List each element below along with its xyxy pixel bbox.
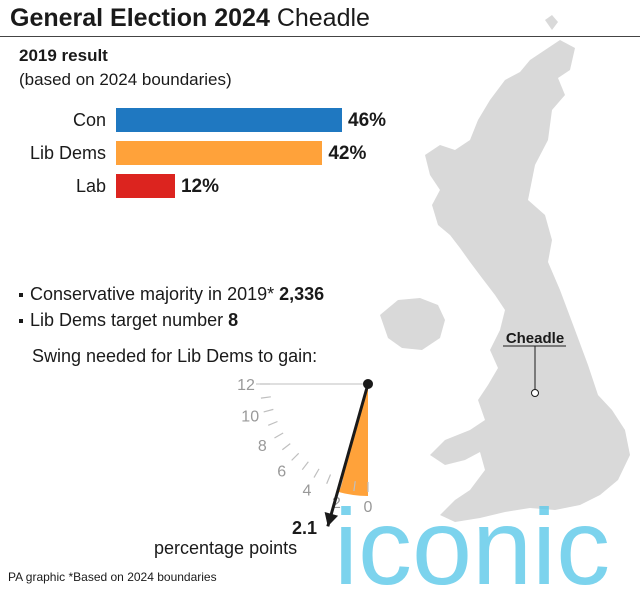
bar-con — [116, 108, 342, 132]
bullet-icon — [19, 319, 23, 324]
gauge-tick — [274, 432, 284, 439]
bar-value-con: 46% — [348, 110, 387, 131]
result-note: (based on 2024 boundaries) — [19, 70, 232, 89]
bar-lab — [116, 174, 175, 198]
gauge-tick — [267, 420, 278, 426]
bar-label-lab: Lab — [75, 176, 106, 196]
bar-value-lab: 12% — [180, 176, 219, 197]
swing-gauge: 0 2 468 10 12 — [237, 377, 373, 527]
gauge-tick-label: 0 — [364, 499, 373, 516]
bullet-icon — [19, 293, 23, 298]
fact-majority-text: Conservative majority in 2019* — [30, 284, 275, 304]
gauge-tick-label: 10 — [241, 409, 259, 426]
bar-libdems — [116, 141, 323, 165]
gauge-tick — [263, 408, 274, 413]
swing-unit: percentage points — [154, 538, 298, 558]
gauge-tick — [301, 461, 309, 471]
fact-majority: Conservative majority in 2019* 2,336 — [19, 284, 324, 305]
title-constituency: Cheadle — [276, 4, 370, 32]
northern-ireland-shape — [380, 298, 445, 350]
gauge-tick — [281, 443, 291, 451]
title-bold: General Election 2024 — [10, 4, 270, 32]
map-label: Cheadle — [506, 330, 564, 347]
gauge-tick — [260, 396, 271, 399]
gauge-tick-label: 4 — [303, 483, 312, 500]
uk-map — [380, 15, 630, 522]
bar-label-con: Con — [72, 110, 106, 130]
page-title: General Election 2024 Cheadle — [10, 4, 370, 33]
gauge-tick — [326, 474, 332, 485]
island-shape — [545, 15, 558, 30]
title-divider — [0, 36, 640, 37]
needle-arrowhead — [324, 512, 339, 527]
fact-target-text: Lib Dems target number — [30, 310, 224, 330]
fact-target: Lib Dems target number 8 — [19, 310, 238, 331]
gauge-needle — [326, 383, 370, 527]
bar-label-libdems: Lib Dems — [29, 143, 106, 163]
gauge-pivot — [363, 379, 373, 389]
gauge-tick — [291, 452, 300, 461]
gauge-tick — [313, 468, 320, 478]
bar-value-libdems: 42% — [328, 143, 367, 164]
footer-credit: PA graphic *Based on 2024 boundaries — [8, 570, 217, 584]
fact-target-value: 8 — [228, 310, 239, 330]
swing-title: Swing needed for Lib Dems to gain: — [32, 346, 318, 366]
result-heading: 2019 result — [19, 46, 108, 65]
gauge-tick-label: 12 — [237, 377, 255, 394]
watermark: iconic — [334, 486, 610, 589]
gauge-tick-label: 2 — [332, 495, 341, 512]
fact-majority-value: 2,336 — [279, 284, 325, 304]
great-britain-shape — [425, 40, 630, 522]
gauge-tick — [353, 481, 356, 492]
swing-value: 2.1 — [292, 518, 318, 538]
cheadle-location-marker — [531, 389, 539, 397]
gauge-tick-label: 6 — [277, 463, 286, 480]
gauge-tick-label: 8 — [258, 438, 267, 455]
